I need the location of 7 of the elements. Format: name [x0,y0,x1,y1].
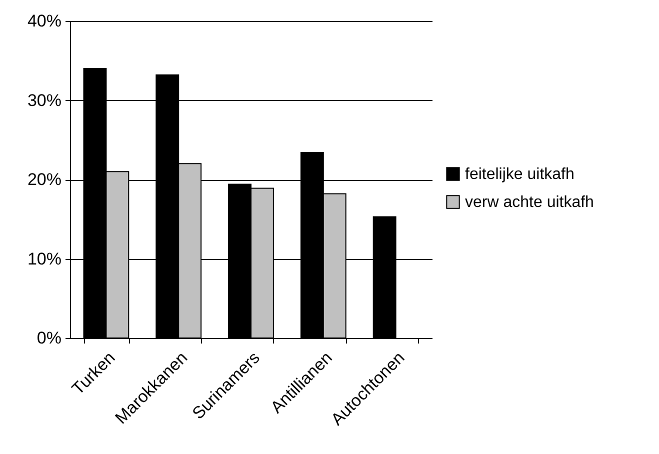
y-tick-label: 30% [27,90,62,110]
y-tick-label: 20% [27,170,62,189]
legend-label: feitelijke uitkafh [465,166,574,183]
y-tick-label: 10% [27,249,62,268]
legend-label: verw achte uitkafh [465,194,594,211]
y-tick-label: 40% [27,12,62,30]
y-tick-label: 0% [36,328,62,348]
